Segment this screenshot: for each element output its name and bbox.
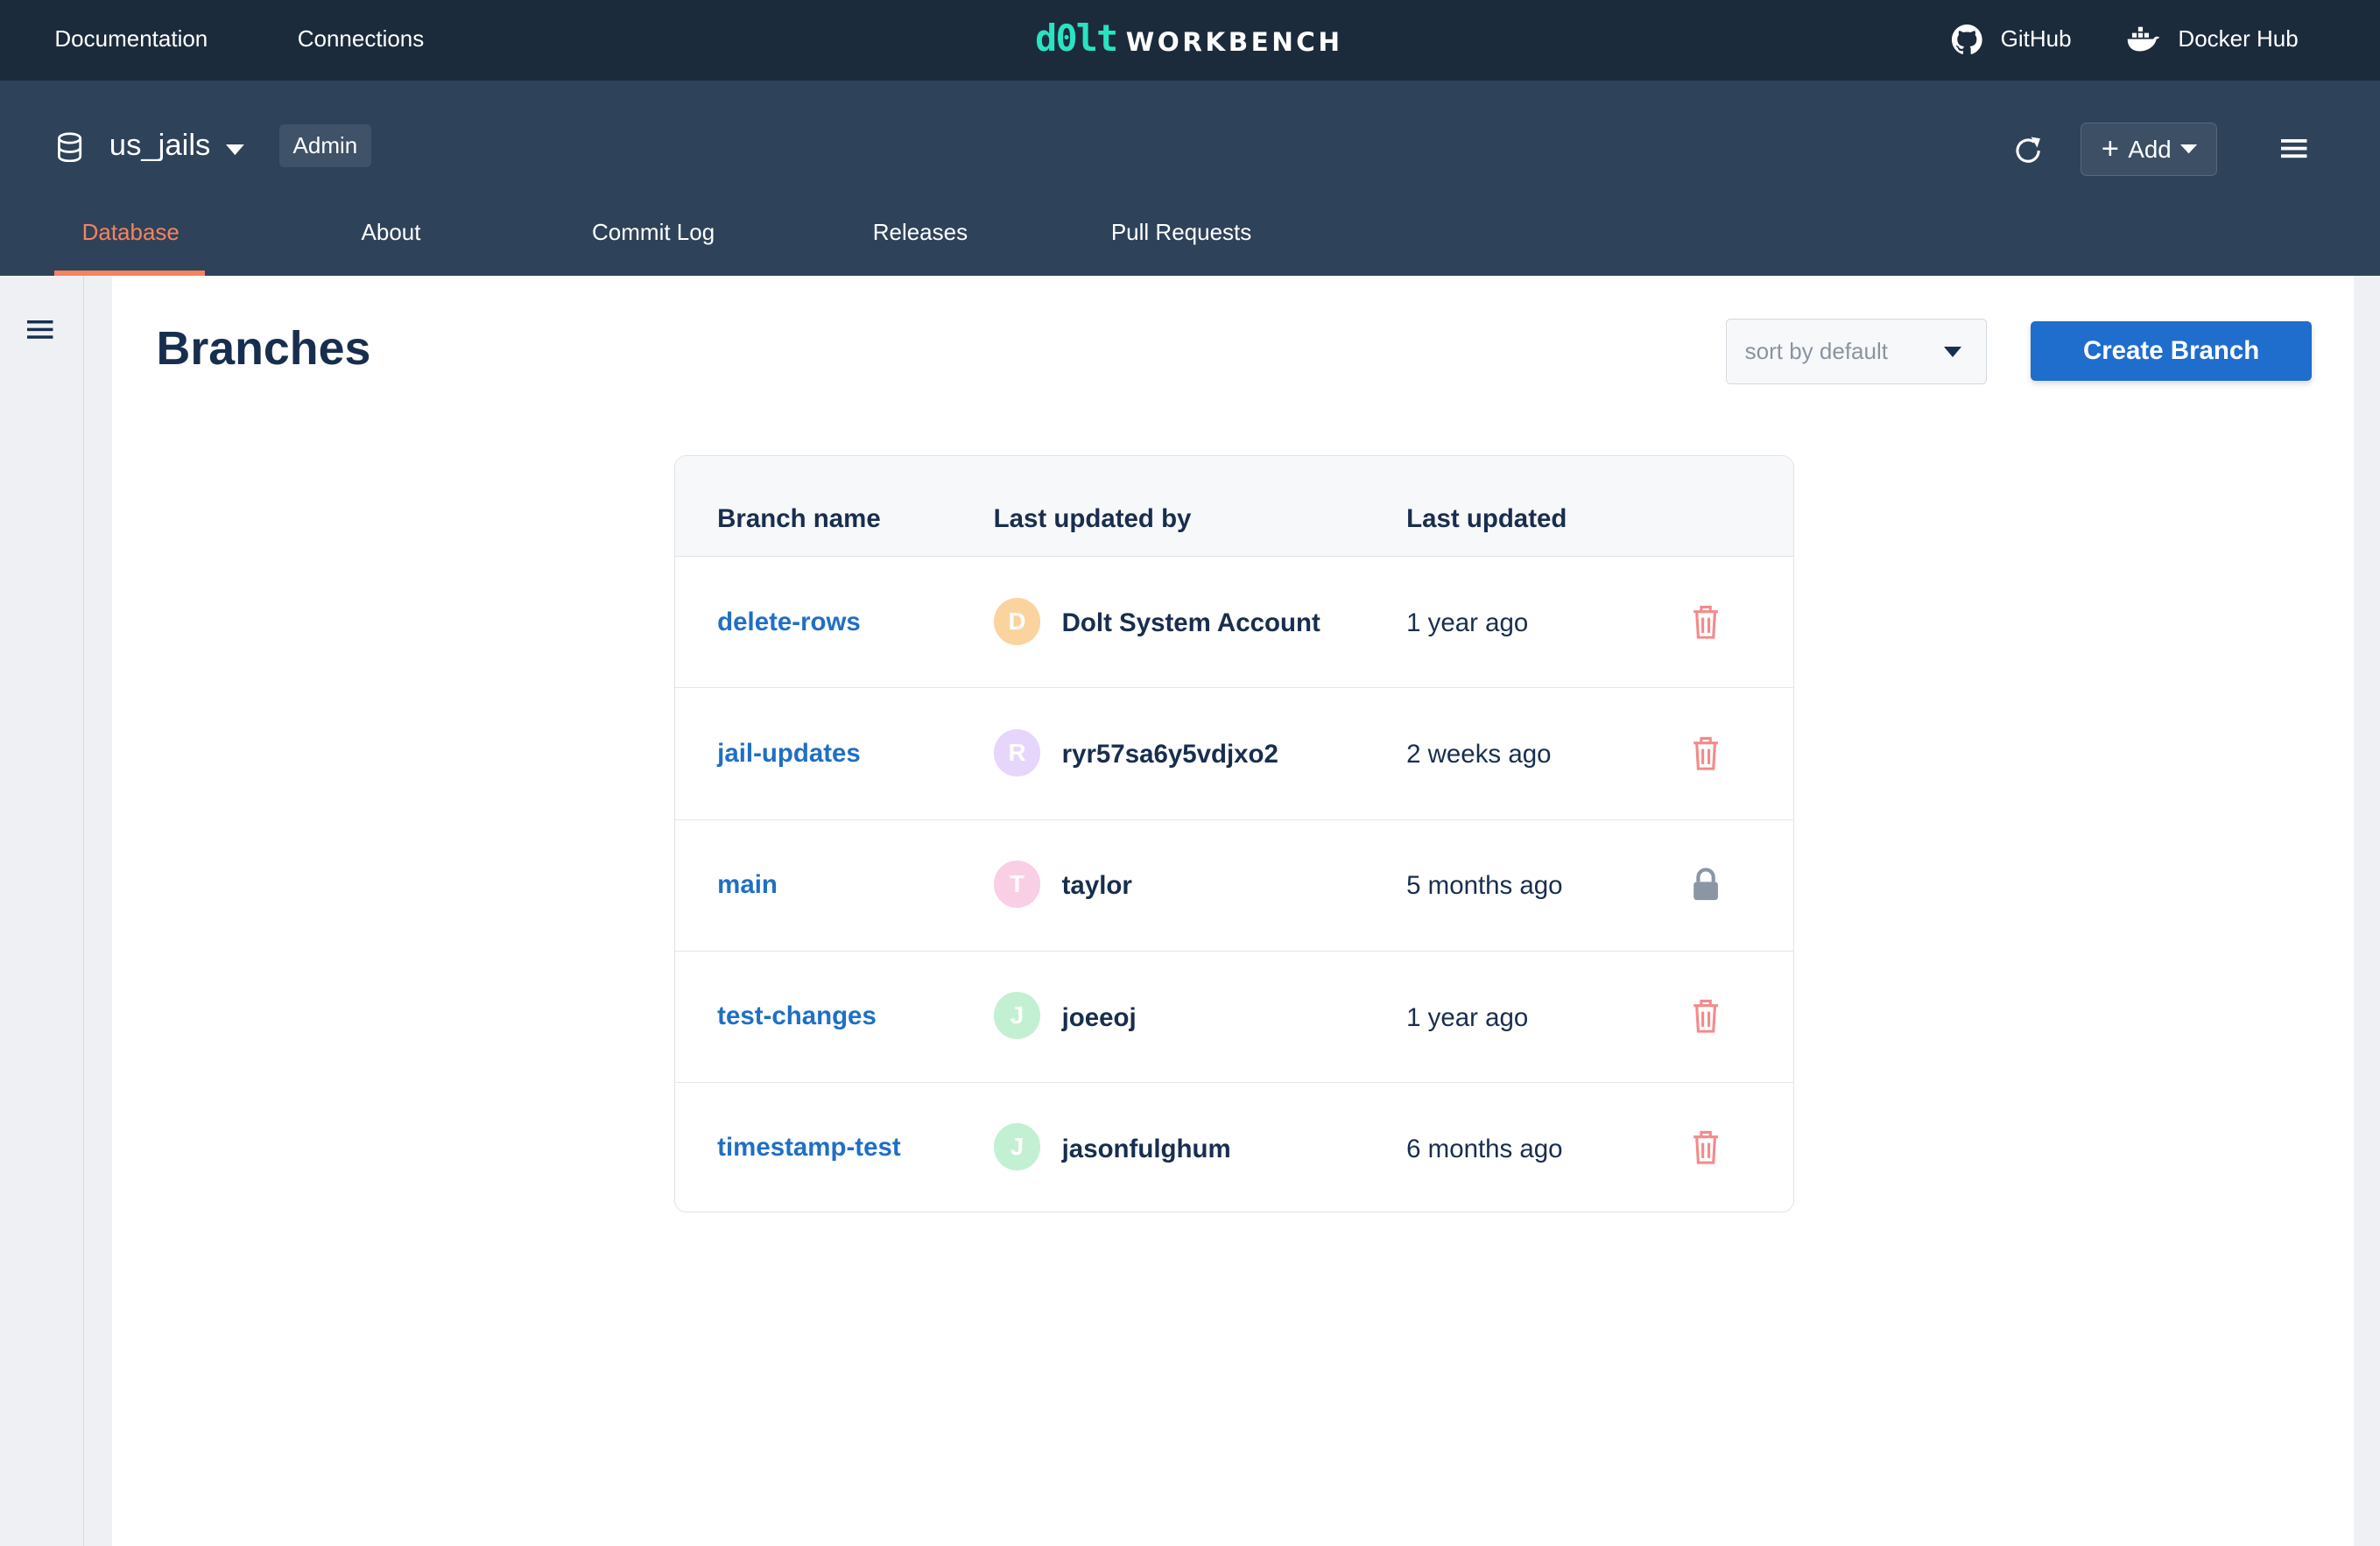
last-updated: 5 months ago [1406, 871, 1563, 901]
column-header: Last updated [1406, 504, 1567, 534]
avatar: D [993, 598, 1041, 645]
avatar: T [993, 861, 1041, 909]
add-button[interactable]: + Add [2081, 123, 2218, 177]
last-updated: 2 weeks ago [1406, 740, 1552, 769]
docker-icon [2128, 27, 2160, 52]
lock-icon [1693, 868, 1718, 901]
user-name: Dolt System Account [1061, 608, 1320, 638]
logo-mark: d0lt [1035, 17, 1118, 60]
documentation-link[interactable]: Documentation [54, 25, 208, 53]
column-header: Branch name [717, 504, 881, 534]
logo-text: WORKBENCH [1125, 27, 1343, 58]
github-link[interactable]: GitHub [2000, 25, 2072, 53]
user-name: ryr57sa6y5vdjxo2 [1061, 740, 1278, 769]
avatar: J [993, 992, 1041, 1040]
create-branch-button[interactable]: Create Branch [2031, 321, 2312, 382]
sort-select[interactable]: sort by default [1725, 319, 1987, 384]
branches-table: Branch name Last updated by Last updated… [673, 455, 1794, 1212]
refresh-icon[interactable] [2011, 134, 2045, 167]
chevron-down-icon[interactable] [226, 144, 245, 157]
page-title: Branches [156, 322, 371, 376]
avatar-initial: T [1010, 870, 1025, 898]
last-updated: 1 year ago [1406, 1002, 1529, 1032]
top-nav: Documentation Connections d0lt WORKBENCH… [0, 0, 2380, 81]
plus-icon: + [2101, 132, 2120, 166]
chevron-down-icon [2180, 144, 2198, 154]
tab-commit-log[interactable]: Commit Log [592, 218, 715, 245]
trash-icon[interactable] [1689, 735, 1722, 772]
add-label: Add [2128, 135, 2172, 163]
table-row: main T taylor 5 months ago [674, 820, 1793, 952]
avatar-initial: J [1010, 1001, 1025, 1029]
tab-about[interactable]: About [361, 218, 421, 245]
database-selector[interactable]: us_jails [109, 129, 211, 163]
branch-link[interactable]: delete-rows [717, 607, 861, 636]
table-body: delete-rows D Dolt System Account 1 year… [674, 557, 1793, 1212]
avatar: J [993, 1123, 1041, 1171]
user-name: joeeoj [1061, 1002, 1137, 1032]
role-badge: Admin [278, 124, 371, 167]
active-tab-indicator [54, 270, 205, 277]
database-header: us_jails Admin + Add Database About Comm… [0, 80, 2380, 277]
chevron-down-icon [1944, 347, 1962, 358]
sidebar [0, 276, 85, 1546]
sort-value: sort by default [1744, 337, 1888, 364]
user-name: taylor [1061, 871, 1132, 901]
main-content: Branches sort by default Create Branch B… [112, 276, 2355, 1546]
branch-link[interactable]: test-changes [717, 1001, 877, 1030]
column-header: Last updated by [993, 504, 1192, 534]
table-row: timestamp-test J jasonfulghum 6 months a… [675, 1083, 1793, 1212]
branch-link[interactable]: jail-updates [717, 738, 861, 768]
tab-database[interactable]: Database [81, 218, 180, 245]
branch-link[interactable]: main [717, 869, 778, 899]
connections-link[interactable]: Connections [297, 25, 425, 53]
avatar-initial: R [1008, 739, 1026, 767]
tab-pull-requests[interactable]: Pull Requests [1110, 218, 1252, 245]
table-row: jail-updates R ryr57sa6y5vdjxo2 2 weeks … [674, 688, 1793, 820]
menu-icon[interactable] [2281, 139, 2307, 159]
dockerhub-link[interactable]: Docker Hub [2178, 25, 2299, 53]
branch-link[interactable]: timestamp-test [717, 1132, 901, 1162]
avatar-initial: J [1010, 1133, 1025, 1161]
table-row: delete-rows D Dolt System Account 1 year… [674, 557, 1793, 689]
logo[interactable]: d0lt WORKBENCH [1035, 17, 1342, 60]
last-updated: 1 year ago [1406, 608, 1529, 638]
github-icon [1952, 24, 1982, 54]
avatar-initial: D [1008, 608, 1026, 636]
user-name: jasonfulghum [1061, 1134, 1231, 1163]
table-row: test-changes J joeeoj 1 year ago [674, 952, 1793, 1083]
tab-releases[interactable]: Releases [872, 218, 968, 245]
trash-icon[interactable] [1689, 1129, 1722, 1166]
database-icon [58, 132, 82, 163]
last-updated: 6 months ago [1406, 1134, 1563, 1163]
avatar: R [993, 729, 1041, 777]
sidebar-toggle-icon[interactable] [27, 320, 53, 339]
trash-icon[interactable] [1689, 604, 1722, 641]
trash-icon[interactable] [1689, 998, 1722, 1035]
table-header: Branch name Last updated by Last updated [674, 456, 1793, 558]
